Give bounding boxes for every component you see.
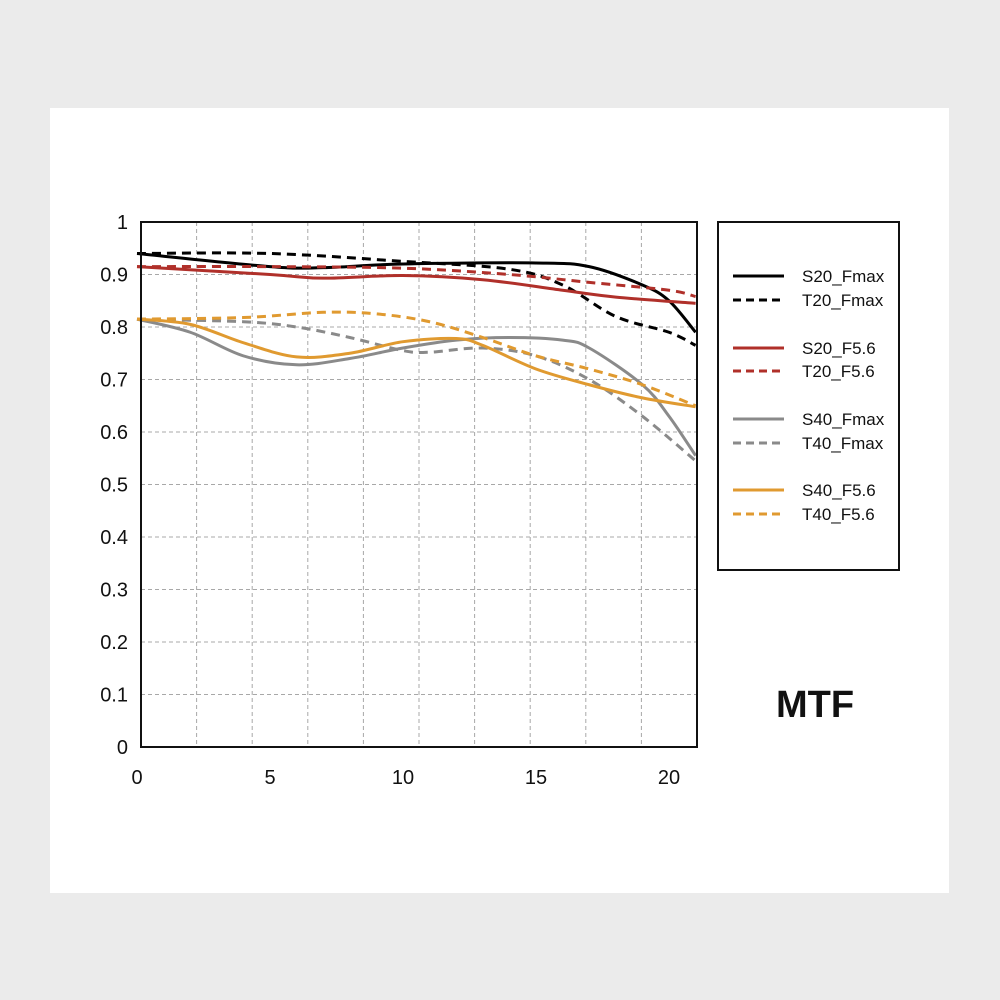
legend-label: S40_F5.6 <box>802 481 876 500</box>
series-line-t20-f5-6 <box>136 265 696 299</box>
y-tick-label: 0.7 <box>100 370 128 392</box>
chart-title: MTF <box>775 684 855 726</box>
legend-label: T20_Fmax <box>802 291 884 310</box>
legend-box <box>717 221 900 571</box>
x-tick-label: 10 <box>392 767 414 789</box>
x-tick-label: 15 <box>525 767 547 789</box>
y-tick-label: 0.4 <box>100 527 128 549</box>
y-tick-label: 0.8 <box>100 317 128 339</box>
series-line-t20-fmax <box>136 251 697 347</box>
series-line-s20-fmax <box>136 252 697 334</box>
y-tick-label: 0.1 <box>100 685 128 707</box>
y-tick-label: 0.9 <box>100 265 128 287</box>
y-tick-label: 0.6 <box>100 422 128 444</box>
plot-frame <box>140 221 698 748</box>
series-line-t40-fmax <box>136 317 697 463</box>
y-tick-label: 0.5 <box>100 475 128 497</box>
legend-label: S20_Fmax <box>802 267 885 286</box>
x-tick-label: 20 <box>658 767 680 789</box>
legend-label: S40_Fmax <box>802 410 885 429</box>
x-tick-label: 0 <box>131 767 142 789</box>
legend-label: S20_F5.6 <box>802 339 876 358</box>
y-tick-label: 0 <box>117 737 128 759</box>
x-tick-label: 5 <box>264 767 275 789</box>
y-tick-label: 0.2 <box>100 632 128 654</box>
y-tick-label: 1 <box>117 212 128 234</box>
legend-label: T40_F5.6 <box>802 505 875 524</box>
y-tick-label: 0.3 <box>100 580 128 602</box>
series-line-s20-f5-6 <box>136 265 696 305</box>
series-line-t40-f5-6 <box>136 310 697 408</box>
legend-label: T40_Fmax <box>802 434 884 453</box>
legend-label: T20_F5.6 <box>802 362 875 381</box>
series-line-s40-f5-6 <box>136 317 696 409</box>
